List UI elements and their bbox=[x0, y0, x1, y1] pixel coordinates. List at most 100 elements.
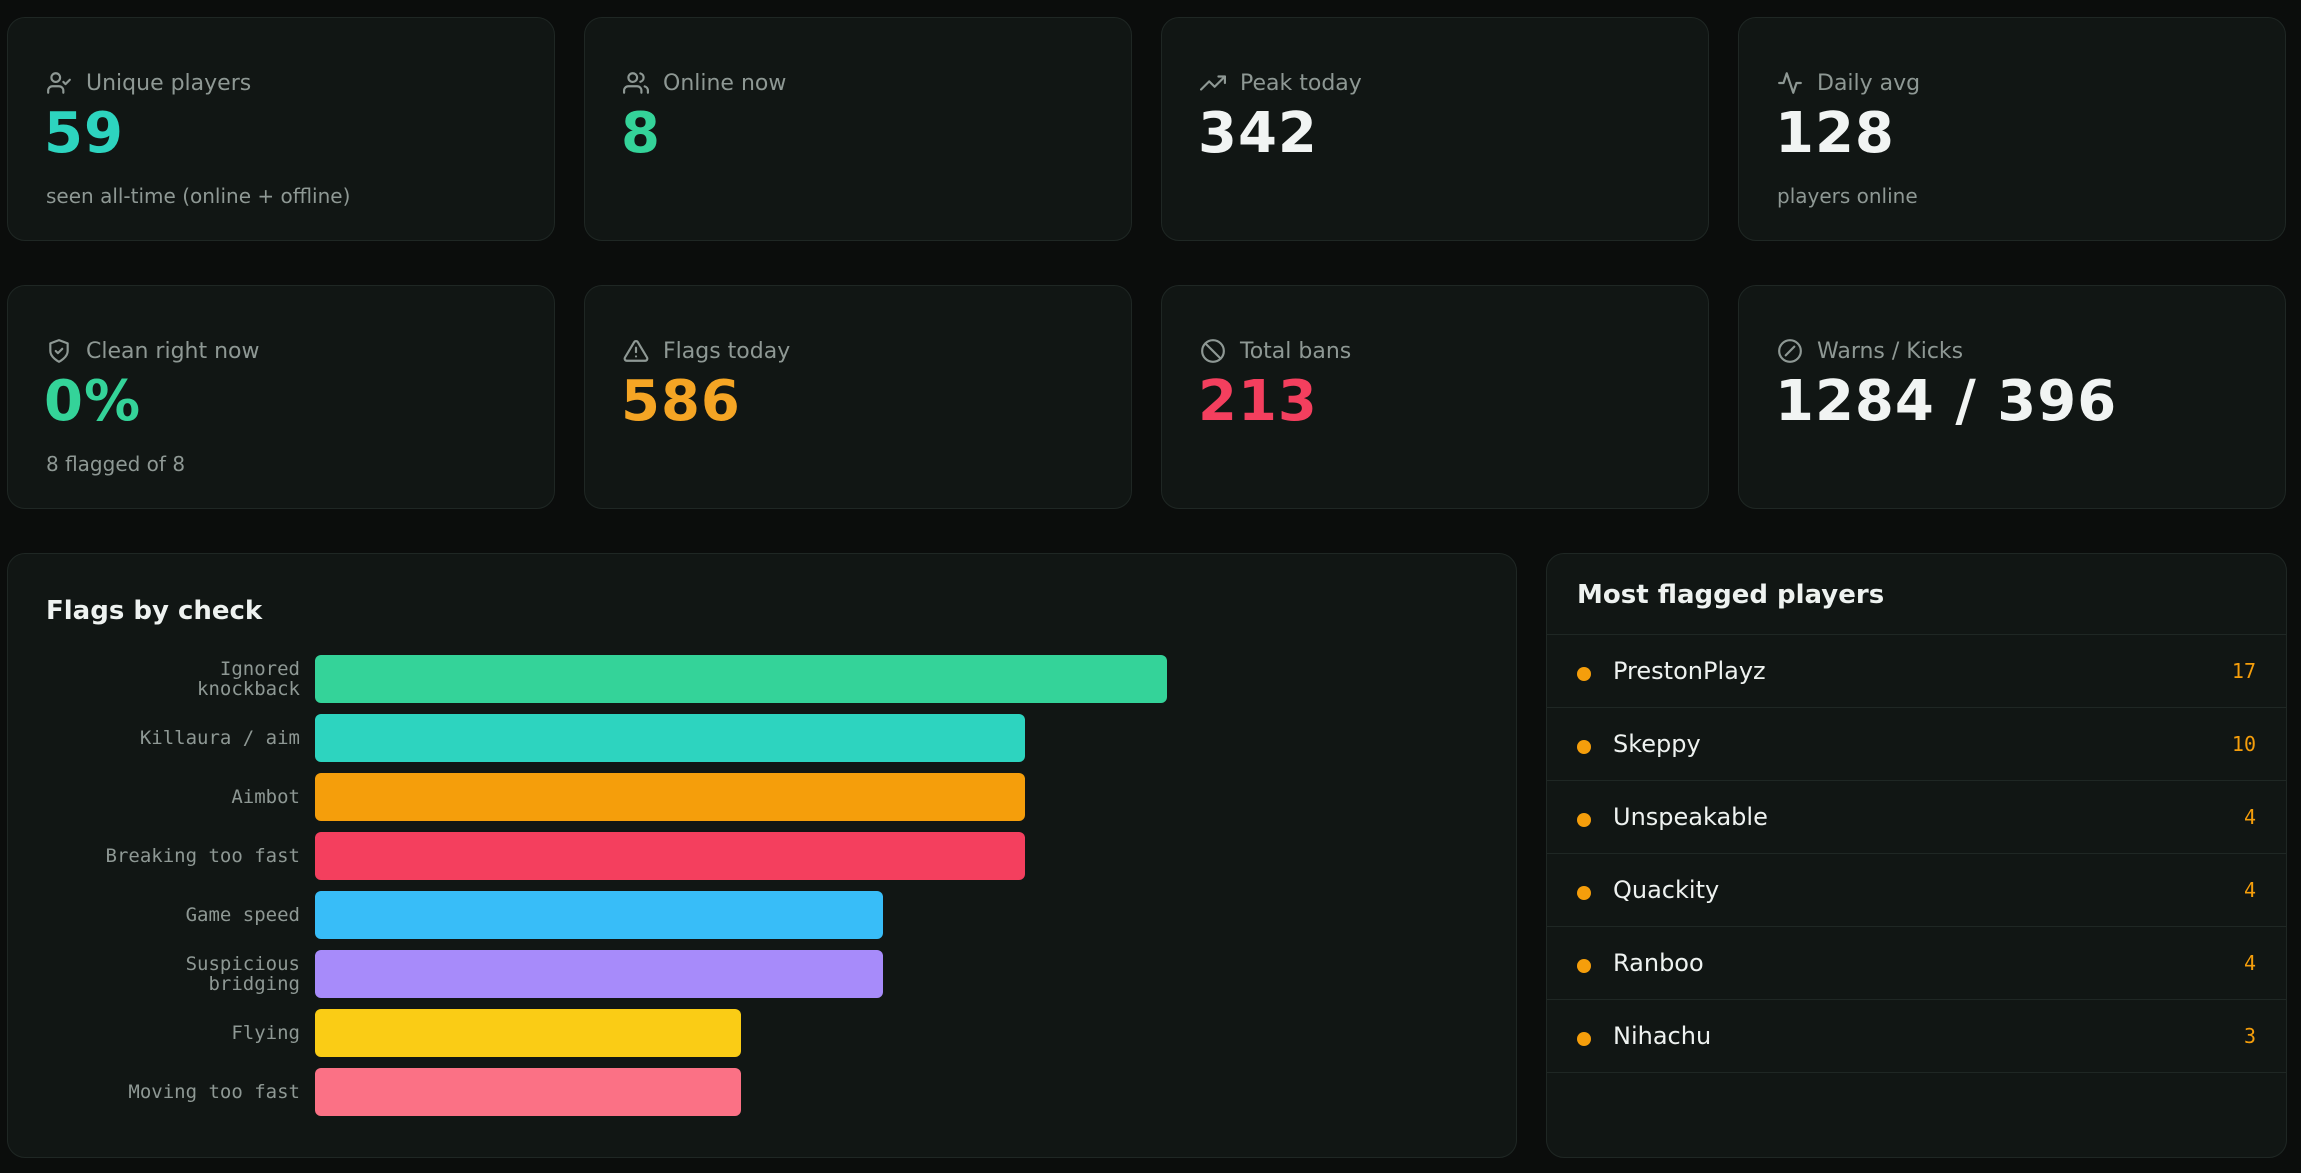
flag-count: 4 bbox=[2243, 878, 2256, 902]
stat-label-row: Warns / Kicks bbox=[1777, 338, 1963, 364]
player-row[interactable]: Quackity 4 bbox=[1547, 853, 2286, 925]
status-dot-icon bbox=[1577, 959, 1591, 973]
stat-label: Flags today bbox=[663, 338, 791, 364]
stat-value: 342 bbox=[1198, 101, 1318, 166]
bar[interactable] bbox=[315, 773, 1025, 821]
bar[interactable] bbox=[315, 655, 1167, 703]
stat-card-unique-players: Unique players 59 seen all-time (online … bbox=[7, 17, 555, 241]
player-name: Nihachu bbox=[1613, 1022, 1712, 1050]
stat-card-peak-today: Peak today 342 bbox=[1161, 17, 1709, 241]
status-dot-icon bbox=[1577, 886, 1591, 900]
stat-value: 586 bbox=[621, 369, 741, 434]
player-name: Unspeakable bbox=[1613, 803, 1768, 831]
status-dot-icon bbox=[1577, 667, 1591, 681]
stat-value: 59 bbox=[44, 101, 124, 166]
user-check-icon bbox=[47, 72, 71, 94]
stat-label-row: Daily avg bbox=[1777, 70, 1920, 96]
bar-label-line: bridging bbox=[208, 973, 300, 995]
bar-label-line: Moving too fast bbox=[128, 1081, 300, 1103]
player-row[interactable]: PrestonPlayz 17 bbox=[1547, 634, 2286, 706]
trending-up-icon bbox=[1200, 75, 1226, 91]
bar-label-line: Breaking too fast bbox=[105, 845, 300, 867]
stat-label: Clean right now bbox=[86, 338, 260, 364]
stat-label: Online now bbox=[663, 70, 787, 96]
bar[interactable] bbox=[315, 891, 883, 939]
stat-label: Total bans bbox=[1240, 338, 1352, 364]
bar-label-line: Flying bbox=[231, 1022, 300, 1044]
chart-bars bbox=[8, 554, 1518, 1159]
player-row[interactable]: Nihachu 3 bbox=[1547, 999, 2286, 1071]
bar-label: Flying bbox=[231, 1023, 300, 1043]
alert-triangle-icon bbox=[623, 340, 649, 362]
stat-value: 128 bbox=[1775, 101, 1895, 166]
stat-label: Warns / Kicks bbox=[1817, 338, 1964, 364]
stat-value: 8 bbox=[621, 101, 661, 166]
users-icon bbox=[623, 72, 649, 94]
stat-card-daily-avg: Daily avg 128 players online bbox=[1738, 17, 2286, 241]
stat-card-clean-right-now: Clean right now 0% 8 flagged of 8 bbox=[7, 285, 555, 509]
stat-value: 1284 / 396 bbox=[1775, 369, 2118, 434]
bar-label: Moving too fast bbox=[128, 1082, 300, 1102]
bar[interactable] bbox=[315, 1009, 741, 1057]
shield-check-icon bbox=[49, 339, 69, 363]
bar[interactable] bbox=[315, 950, 883, 998]
bar[interactable] bbox=[315, 832, 1025, 880]
player-name: Ranboo bbox=[1613, 949, 1704, 977]
stat-card-online-now: Online now 8 bbox=[584, 17, 1132, 241]
player-row[interactable]: Unspeakable 4 bbox=[1547, 780, 2286, 852]
bar-label-line: Killaura / aim bbox=[139, 727, 300, 749]
status-dot-icon bbox=[1577, 740, 1591, 754]
player-name: PrestonPlayz bbox=[1613, 657, 1766, 685]
list-divider bbox=[1547, 1072, 2286, 1073]
most-flagged-players-panel: Most flagged players PrestonPlayz 17 Skepp… bbox=[1546, 553, 2287, 1158]
bar-label: Breaking too fast bbox=[106, 846, 300, 866]
bar-label-line: Game speed bbox=[185, 904, 300, 926]
ban-icon bbox=[1201, 339, 1225, 363]
stat-label: Unique players bbox=[86, 70, 252, 96]
bar-label: Killaura / aim bbox=[140, 728, 300, 748]
players-panel-title: Most flagged players bbox=[1577, 580, 1885, 610]
bar-label: Game speed bbox=[186, 905, 300, 925]
bar[interactable] bbox=[315, 1068, 741, 1116]
stat-label-row: Flags today bbox=[623, 338, 790, 364]
chart-labels: Ignored knockback Killaura / aim Aimbot Brea… bbox=[8, 554, 300, 1159]
flag-count: 4 bbox=[2243, 951, 2256, 975]
bar-label-line: Aimbot bbox=[231, 786, 300, 808]
stat-card-total-bans: Total bans 213 bbox=[1161, 285, 1709, 509]
bar-label: Ignored knockback bbox=[197, 659, 300, 699]
stat-label-row: Clean right now bbox=[46, 338, 260, 364]
bar-label-line: Suspicious bbox=[185, 953, 300, 975]
flag-count: 17 bbox=[2231, 659, 2256, 683]
stat-label: Daily avg bbox=[1817, 70, 1921, 96]
gauge-icon bbox=[1778, 339, 1802, 363]
player-row[interactable]: Skeppy 10 bbox=[1547, 707, 2286, 779]
stat-subtext: 8 flagged of 8 bbox=[46, 452, 186, 476]
stat-label-row: Unique players bbox=[46, 70, 251, 96]
stat-label-row: Peak today bbox=[1200, 70, 1362, 96]
bar-label-line: Ignored bbox=[219, 658, 300, 680]
stat-label: Peak today bbox=[1240, 70, 1362, 96]
stat-label-row: Online now bbox=[623, 70, 786, 96]
stat-card-flags-today: Flags today 586 bbox=[584, 285, 1132, 509]
stat-card-warns-kicks: Warns / Kicks 1284 / 396 bbox=[1738, 285, 2286, 509]
bar-label-line: knockback bbox=[197, 678, 300, 700]
bar-label: Suspicious bridging bbox=[186, 954, 300, 994]
stat-label-row: Total bans bbox=[1200, 338, 1351, 364]
flag-count: 10 bbox=[2231, 732, 2256, 756]
activity-icon bbox=[1778, 72, 1802, 94]
bar[interactable] bbox=[315, 714, 1025, 762]
stat-subtext: seen all-time (online + offline) bbox=[46, 184, 351, 208]
stat-subtext: players online bbox=[1777, 184, 1918, 208]
bar-label: Aimbot bbox=[231, 787, 300, 807]
player-name: Quackity bbox=[1613, 876, 1720, 904]
status-dot-icon bbox=[1577, 813, 1591, 827]
stat-value: 0% bbox=[44, 369, 142, 434]
flag-count: 4 bbox=[2243, 805, 2256, 829]
player-name: Skeppy bbox=[1613, 730, 1701, 758]
status-dot-icon bbox=[1577, 1032, 1591, 1046]
flags-by-check-panel: Flags by check Ignored knockback Killaura … bbox=[7, 553, 1517, 1158]
stat-value: 213 bbox=[1198, 369, 1318, 434]
flags-panel-title: Flags by check bbox=[46, 596, 263, 626]
player-row[interactable]: Ranboo 4 bbox=[1547, 926, 2286, 998]
flag-count: 3 bbox=[2243, 1024, 2256, 1048]
